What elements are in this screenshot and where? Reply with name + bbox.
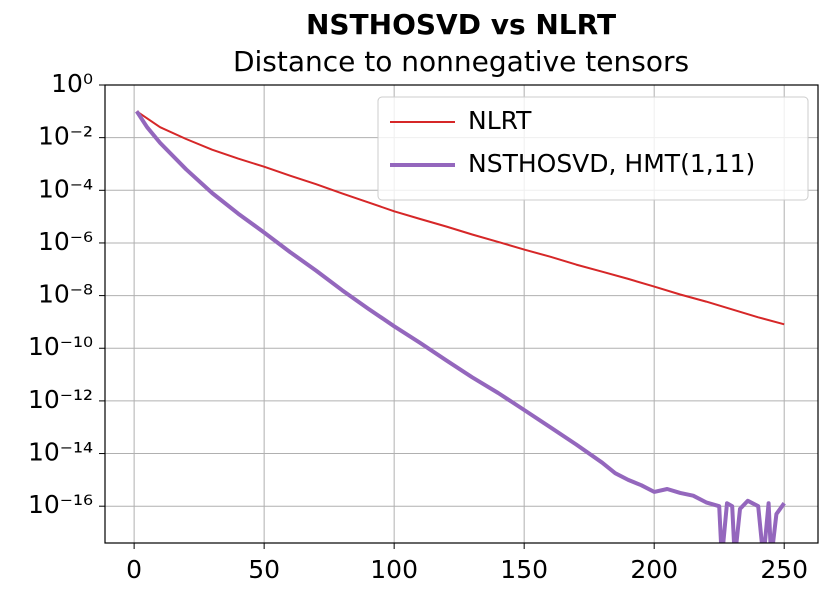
legend-box: [377, 96, 809, 201]
y-tick-label: 10⁻⁶: [38, 227, 93, 256]
y-tick-label: 10⁰: [51, 69, 93, 98]
legend: NLRT NSTHOSVD, HMT(1,11): [377, 96, 809, 201]
legend-label: NSTHOSVD, HMT(1,11): [468, 149, 755, 178]
y-tick-label: 10⁻⁴: [38, 174, 93, 203]
line-series: [136, 110, 785, 326]
y-tick-label: 10⁻⁸: [38, 280, 93, 309]
chart-subtitle: Distance to nonnegative tensors: [233, 45, 689, 78]
chart-title: NSTHOSVD vs NLRT: [306, 8, 616, 41]
y-tick-label: 10⁻¹⁴: [28, 438, 93, 467]
x-tick-label: 50: [248, 555, 280, 584]
y-tick-label: 10⁻¹⁰: [28, 332, 93, 361]
x-tick-label: 200: [630, 555, 678, 584]
y-tick-label: 10⁻²: [38, 122, 93, 151]
y-tick-label: 10⁻¹⁶: [28, 490, 93, 519]
y-tick-label: 10⁻¹²: [28, 385, 93, 414]
plot-lines: [135, 110, 786, 543]
x-tick-label: 150: [500, 555, 548, 584]
plot-frame: [104, 84, 819, 544]
x-tick-label: 100: [370, 555, 418, 584]
x-tick-label: 250: [760, 555, 808, 584]
line-series: [135, 110, 786, 543]
x-tick-label: 0: [126, 555, 142, 584]
legend-label: NLRT: [468, 106, 532, 135]
